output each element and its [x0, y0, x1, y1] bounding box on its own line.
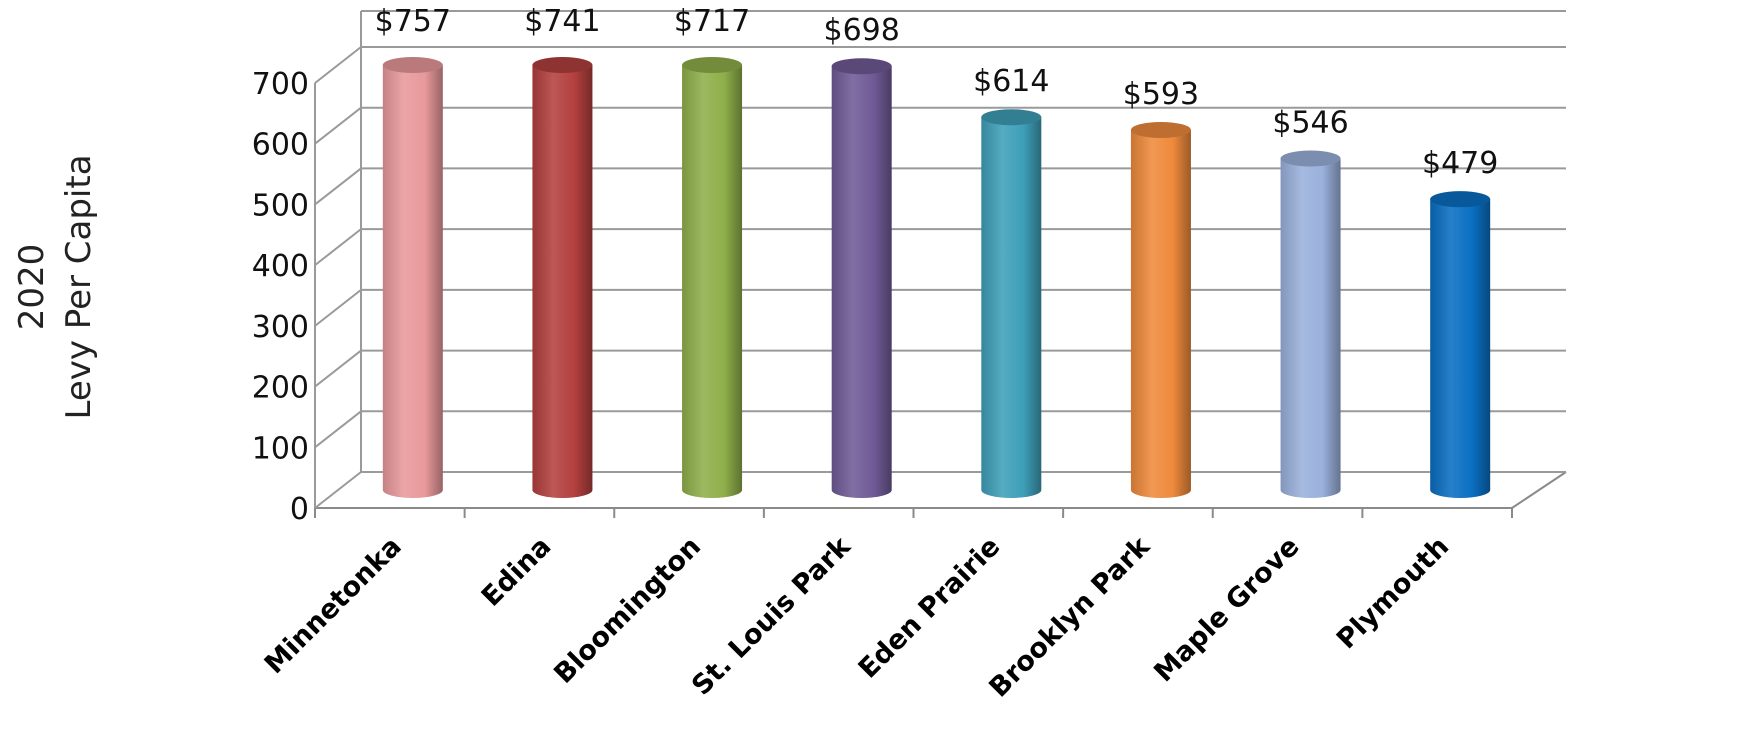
y-tick-label-100: 100 [252, 431, 309, 466]
bar-brooklyn-park [1130, 121, 1191, 498]
gridline-side-600 [314, 106, 362, 145]
bar-body [682, 65, 743, 498]
category-label: St. Louis Park [686, 530, 857, 701]
data-labels: $757 $741 $717 $698 $614 $593 $546 $479 [375, 4, 1499, 181]
bar-bloomington [682, 57, 743, 498]
bar-body [1130, 129, 1191, 498]
bar-body [382, 65, 443, 498]
bars [382, 57, 1491, 498]
gridline-side-300 [314, 289, 362, 327]
y-tick-label-500: 500 [252, 188, 309, 223]
category-label: Bloomington [548, 531, 707, 690]
y-tick-label-600: 600 [252, 128, 309, 163]
bar-top [1280, 150, 1341, 167]
bar-eden-prairie [981, 109, 1042, 498]
bar-top [1130, 121, 1191, 138]
bar-top [682, 57, 743, 73]
category-label: Maple Grove [1148, 531, 1305, 688]
y-axis-ticks: 0 100 200 300 400 500 600 700 [252, 67, 309, 527]
y-axis-label-line-2: Levy Per Capita [59, 154, 99, 419]
data-label: $593 [1123, 77, 1199, 112]
bar-minnetonka [382, 57, 443, 498]
bar-edina [532, 57, 593, 498]
y-tick-label-300: 300 [252, 310, 309, 345]
category-label: Eden Prairie [853, 531, 1007, 685]
bar-body [1430, 199, 1491, 498]
bar-st-louis-park [831, 58, 892, 498]
bar-top [1430, 191, 1491, 208]
data-label: $614 [973, 64, 1049, 99]
gridline-side-200 [314, 349, 362, 388]
y-tick-label-700: 700 [252, 67, 309, 102]
y-tick-label-0: 0 [290, 492, 309, 527]
category-label: Minnetonka [259, 531, 408, 680]
bar-top [831, 58, 892, 75]
bar-body [831, 66, 892, 498]
data-label: $479 [1422, 146, 1498, 181]
gridline-side-700 [314, 46, 362, 84]
bar-top [532, 57, 593, 73]
gridline-side-100 [314, 410, 362, 449]
data-label: $546 [1272, 106, 1348, 141]
gridline-side-500 [314, 167, 362, 206]
y-axis-label-line-1: 2020 [12, 244, 52, 331]
y-tick-label-200: 200 [252, 371, 309, 406]
bar-top [382, 57, 443, 73]
data-label: $698 [824, 13, 900, 48]
gridline-side-400 [314, 228, 362, 266]
gridlines [314, 10, 1566, 509]
bar-body [1280, 158, 1341, 498]
data-label: $741 [524, 4, 600, 39]
bar-body [532, 65, 593, 498]
category-label: Brooklyn Park [983, 530, 1156, 703]
category-label: Edina [476, 531, 558, 613]
gridline-side-0 [314, 471, 362, 509]
y-axis-label: 2020 Levy Per Capita [12, 154, 99, 419]
chart-walls [314, 11, 1567, 518]
bar-maple-grove [1280, 150, 1341, 498]
category-label: Plymouth [1331, 531, 1455, 655]
bar-top [981, 109, 1042, 126]
bar-plymouth [1430, 191, 1491, 498]
data-label: $717 [674, 4, 750, 39]
y-tick-label-400: 400 [252, 249, 309, 284]
floor-right-edge [1511, 471, 1567, 509]
data-label: $757 [375, 4, 451, 39]
bar-body [981, 117, 1042, 498]
